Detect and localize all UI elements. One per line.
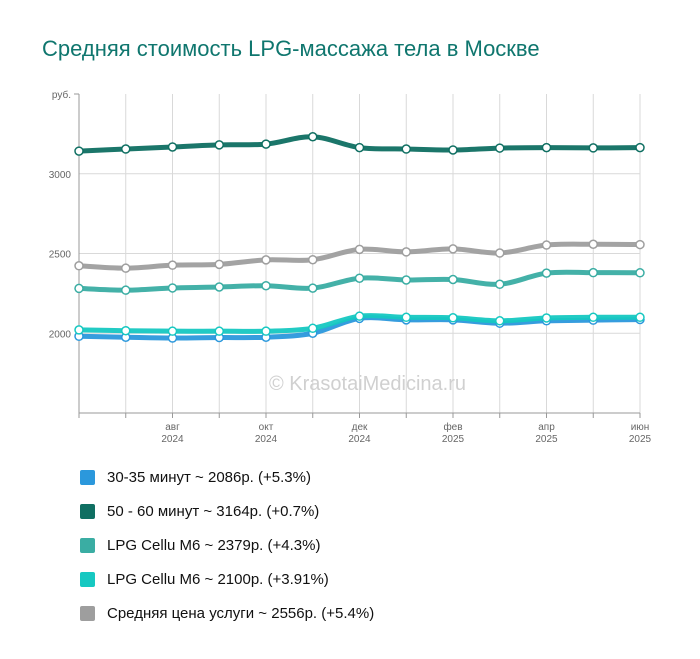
data-point — [588, 239, 598, 249]
x-tick-label-year: 2024 — [255, 434, 278, 445]
legend-swatch — [80, 503, 95, 519]
data-point — [541, 142, 552, 153]
data-point — [541, 268, 552, 278]
data-point — [635, 239, 645, 250]
legend-label: 30-35 минут ~ 2086р. (+5.3%) — [107, 468, 311, 486]
data-point — [74, 325, 84, 335]
legend-swatch — [80, 571, 95, 587]
data-point — [121, 144, 131, 154]
data-point — [214, 259, 224, 270]
data-point — [167, 326, 178, 336]
data-point — [588, 143, 598, 153]
legend-item[interactable]: 30-35 минут ~ 2086р. (+5.3%) — [80, 460, 374, 494]
data-point — [401, 312, 411, 323]
data-point — [261, 326, 271, 336]
data-point — [495, 279, 505, 290]
data-point — [74, 146, 84, 156]
data-point — [261, 139, 271, 149]
data-point — [214, 326, 224, 336]
data-point — [261, 280, 271, 291]
data-point — [214, 282, 224, 292]
x-tick-label-year: 2025 — [442, 434, 465, 445]
data-point — [635, 312, 645, 323]
legend-label: 50 - 60 минут ~ 3164р. (+0.7%) — [107, 502, 320, 520]
data-point — [121, 325, 131, 336]
watermark: © KrasotaiMedicina.ru — [269, 373, 466, 395]
legend: 30-35 минут ~ 2086р. (+5.3%) 50 - 60 мину… — [80, 460, 374, 630]
x-tick-label-month: авг — [165, 422, 180, 433]
data-point — [541, 240, 552, 250]
data-point — [308, 323, 318, 334]
legend-label: LPG Cellu M6 ~ 2100р. (+3.91%) — [107, 570, 329, 588]
data-point — [308, 254, 318, 265]
x-tick-label-month: окт — [259, 422, 274, 433]
data-point — [401, 144, 411, 154]
data-point — [167, 283, 178, 293]
data-point — [635, 268, 645, 278]
legend-label: LPG Cellu M6 ~ 2379р. (+4.3%) — [107, 536, 321, 554]
x-tick-label-year: 2024 — [348, 434, 371, 445]
chart-title: Средняя стоимость LPG-массажа тела в Мос… — [42, 36, 540, 61]
data-point — [167, 260, 178, 270]
data-point — [448, 274, 458, 285]
data-point — [354, 142, 365, 153]
legend-label: Средняя цена услуги ~ 2556р. (+5.4%) — [107, 604, 375, 622]
x-tick-label-month: фев — [443, 421, 462, 433]
x-tick-label-year: 2025 — [629, 434, 652, 445]
data-point — [121, 285, 131, 295]
data-point — [495, 248, 505, 258]
data-point — [401, 247, 411, 257]
legend-item[interactable]: Средняя цена услуги ~ 2556р. (+5.4%) — [80, 596, 374, 630]
x-tick-label-month: июн — [631, 422, 650, 433]
data-point — [121, 263, 131, 273]
data-point — [308, 131, 318, 142]
data-point — [588, 267, 598, 278]
x-tick-label-month: апр — [538, 422, 555, 433]
y-tick-label: 3000 — [49, 170, 72, 181]
data-point — [448, 244, 458, 254]
data-point — [541, 313, 552, 323]
data-point — [354, 244, 365, 255]
y-axis-label: руб. — [52, 89, 71, 101]
data-point — [74, 261, 84, 271]
data-point — [261, 255, 271, 265]
legend-item[interactable]: 50 - 60 минут ~ 3164р. (+0.7%) — [80, 494, 374, 528]
data-point — [448, 145, 458, 155]
data-point — [588, 312, 598, 323]
legend-swatch — [80, 469, 95, 485]
data-point — [495, 316, 505, 326]
data-point — [167, 142, 178, 152]
legend-item[interactable]: LPG Cellu M6 ~ 2100р. (+3.91%) — [80, 562, 374, 596]
data-point — [354, 311, 365, 321]
legend-swatch — [80, 605, 95, 621]
x-tick-label-month: дек — [352, 422, 368, 433]
legend-swatch — [80, 537, 95, 553]
legend-item[interactable]: LPG Cellu M6 ~ 2379р. (+4.3%) — [80, 528, 374, 562]
data-point — [635, 142, 645, 153]
data-point — [495, 143, 505, 153]
data-point — [308, 283, 318, 293]
data-point — [354, 273, 365, 283]
data-point — [74, 283, 84, 294]
data-point — [214, 140, 224, 150]
data-point — [401, 275, 411, 285]
y-tick-label: 2500 — [49, 250, 72, 261]
data-point — [448, 313, 458, 323]
x-tick-label-year: 2025 — [535, 434, 558, 445]
x-tick-label-year: 2024 — [161, 434, 184, 445]
y-tick-label: 2000 — [49, 329, 72, 340]
